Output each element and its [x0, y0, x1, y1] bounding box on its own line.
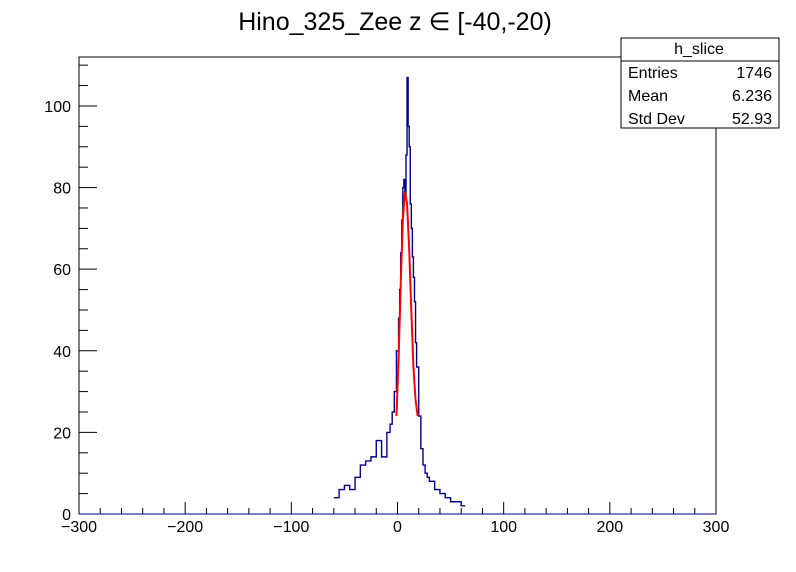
hist-bin: [435, 490, 440, 514]
hist-bin: [410, 204, 411, 514]
hist-bin: [360, 465, 365, 514]
x-tick-label: 200: [596, 519, 623, 536]
x-tick-label: 0: [393, 519, 402, 536]
hist-bin: [429, 481, 434, 514]
stats-entries-value: 1746: [736, 65, 772, 82]
x-tick-label: −300: [61, 519, 97, 536]
hist-bin: [416, 343, 417, 514]
plot-area: [78, 56, 717, 515]
hist-bin: [382, 457, 387, 514]
x-tick-label: 100: [490, 519, 517, 536]
chart-title: Hino_325_Zee z ∈ [-40,-20): [238, 8, 552, 36]
gaussian-fit: [395, 191, 419, 417]
hist-bin: [445, 498, 450, 514]
hist-bin: [366, 461, 371, 514]
hist-bin: [344, 485, 349, 514]
hist-bin: [350, 490, 355, 514]
hist-bin: [412, 257, 413, 514]
hist-bin: [451, 502, 462, 514]
hist-bin: [355, 477, 360, 514]
y-tick-label: 20: [53, 425, 71, 442]
stats-entries-label: Entries: [628, 65, 678, 82]
stats-stddev-label: Std Dev: [628, 111, 685, 128]
y-tick-label: 40: [53, 344, 71, 361]
x-tick-label: −100: [273, 519, 309, 536]
hist-bin: [440, 494, 445, 514]
hist-bin: [334, 498, 339, 514]
hist-bin: [376, 441, 381, 514]
stats-box: h_slice Entries 1746 Mean 6.236 Std Dev …: [620, 37, 780, 129]
stats-mean-value: 6.236: [732, 88, 772, 105]
hist-bin: [339, 490, 344, 514]
hist-bin: [392, 412, 394, 514]
hist-bin: [404, 179, 405, 514]
y-tick-label: 0: [62, 507, 71, 524]
hist-bin: [408, 126, 409, 514]
stats-box-title: h_slice: [674, 41, 724, 58]
plot-frame: [78, 56, 717, 515]
y-tick-label: 80: [53, 181, 71, 198]
y-tick-label: 100: [44, 99, 71, 116]
x-axis: −300 −200 −100 0 100 200 300: [61, 502, 729, 536]
y-tick-label: 60: [53, 262, 71, 279]
hist-bin: [405, 196, 406, 514]
hist-bin: [427, 477, 429, 514]
hist-bin: [371, 457, 376, 514]
hist-bin: [390, 424, 392, 514]
hist-bin: [411, 228, 412, 514]
stats-box-frame: [620, 37, 780, 129]
x-tick-label: −200: [167, 519, 203, 536]
fit-line: [395, 191, 419, 417]
histogram-bars: [79, 76, 716, 515]
hist-bin: [461, 506, 465, 514]
stats-mean-label: Mean: [628, 88, 668, 105]
stats-stddev-value: 52.93: [732, 111, 772, 128]
hist-outline: [333, 76, 466, 507]
hist-bin: [425, 473, 427, 514]
x-tick-label: 300: [703, 519, 730, 536]
y-axis: 0 20 40 60 80 100: [44, 64, 97, 524]
